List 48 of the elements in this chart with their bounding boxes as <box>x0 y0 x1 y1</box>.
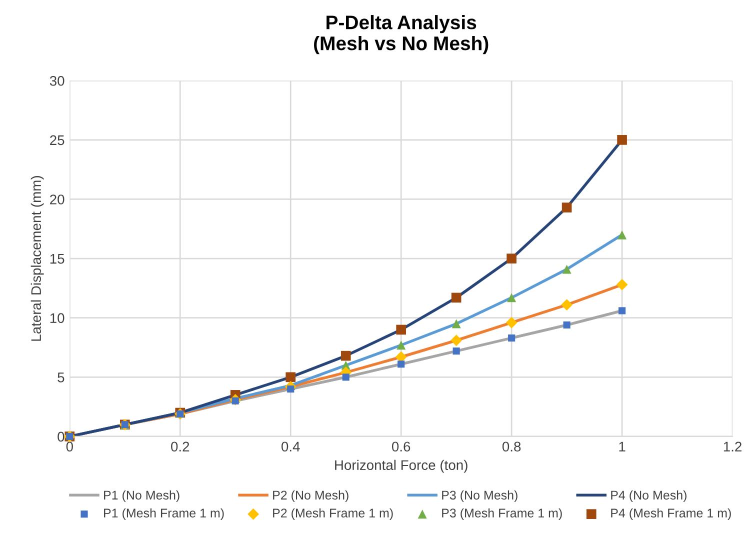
point <box>506 316 518 328</box>
point <box>617 135 627 145</box>
point <box>616 278 628 290</box>
legend-label: P1 (No Mesh) <box>104 490 180 502</box>
point <box>618 230 627 240</box>
point <box>287 385 294 393</box>
y-tick-label: 20 <box>50 194 64 204</box>
x-tick-label: 0.6 <box>392 442 410 452</box>
point <box>563 321 570 329</box>
y-tick-label: 0 <box>58 432 64 442</box>
point <box>452 319 461 328</box>
y-tick-label: 5 <box>58 372 64 382</box>
point <box>342 374 350 381</box>
x-tick-label: 1.2 <box>724 442 742 452</box>
point <box>452 348 460 355</box>
point <box>561 299 573 311</box>
legend-label: P2 (No Mesh) <box>273 490 348 502</box>
y-axis-title: Lateral Displacement (mm) <box>30 176 44 341</box>
point <box>506 254 516 264</box>
x-tick-label: 0 <box>66 442 73 452</box>
legend-label: P3 (No Mesh) <box>442 490 518 502</box>
legend-label: P1 (Mesh Frame 1 m) <box>104 508 224 520</box>
x-tick-label: 1 <box>619 442 626 452</box>
chart-title: P-Delta Analysis (Mesh vs No Mesh) <box>314 15 488 54</box>
legend-label: P4 (No Mesh) <box>611 490 686 502</box>
point <box>451 292 462 303</box>
point <box>398 360 405 368</box>
point <box>507 293 516 302</box>
point <box>286 372 296 382</box>
y-tick-label: 25 <box>50 135 64 146</box>
point <box>618 307 626 314</box>
y-tick-label: 10 <box>50 313 64 324</box>
y-tick-label: 30 <box>50 76 64 86</box>
legend-label: P3 (Mesh Frame 1 m) <box>442 508 562 520</box>
legend-label: P4 (Mesh Frame 1 m) <box>611 508 731 520</box>
point <box>562 264 572 274</box>
legend-label: P2 (Mesh Frame 1 m) <box>273 508 393 520</box>
point <box>508 334 516 342</box>
x-axis-title: Horizontal Force (ton) <box>335 460 468 473</box>
x-tick-label: 0.2 <box>171 442 190 452</box>
point <box>396 324 406 335</box>
point <box>396 340 406 350</box>
point <box>562 202 572 212</box>
point <box>450 334 462 346</box>
x-tick-label: 0.4 <box>282 442 300 452</box>
point <box>340 350 351 361</box>
x-tick-label: 0.8 <box>502 442 521 452</box>
y-tick-label: 15 <box>50 254 64 264</box>
